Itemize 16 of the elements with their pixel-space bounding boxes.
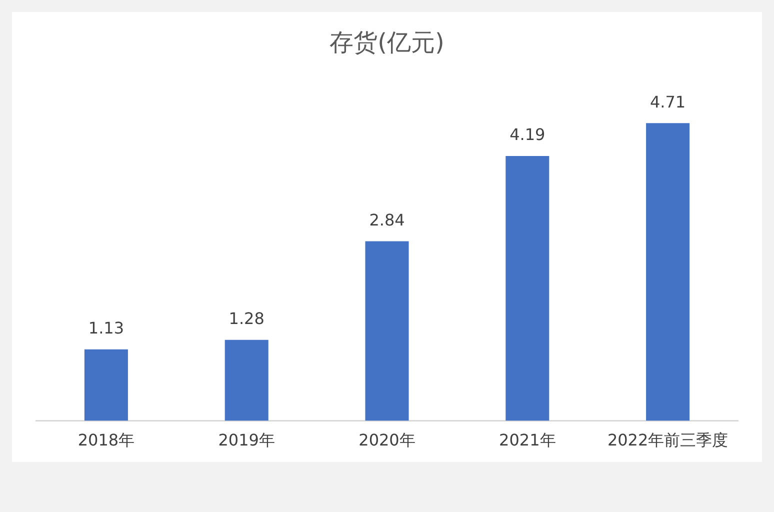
x-tick-label: 2018年 xyxy=(78,430,135,450)
data-label: 1.28 xyxy=(228,309,264,328)
data-label: 1.13 xyxy=(88,318,124,338)
x-tick-label: 2020年 xyxy=(358,430,416,450)
bar xyxy=(224,340,268,421)
data-label: 4.71 xyxy=(650,92,686,112)
data-label: 2.84 xyxy=(369,210,405,230)
x-tick-label: 2021年 xyxy=(499,430,556,450)
bar xyxy=(84,349,128,421)
x-tick-label: 2022年前三季度 xyxy=(607,430,728,450)
data-label: 4.19 xyxy=(510,125,546,144)
bar xyxy=(365,241,409,421)
bar xyxy=(506,156,550,421)
bar xyxy=(646,123,690,421)
chart-title: 存货(亿元) xyxy=(330,28,444,57)
x-tick-label: 2019年 xyxy=(218,430,275,450)
